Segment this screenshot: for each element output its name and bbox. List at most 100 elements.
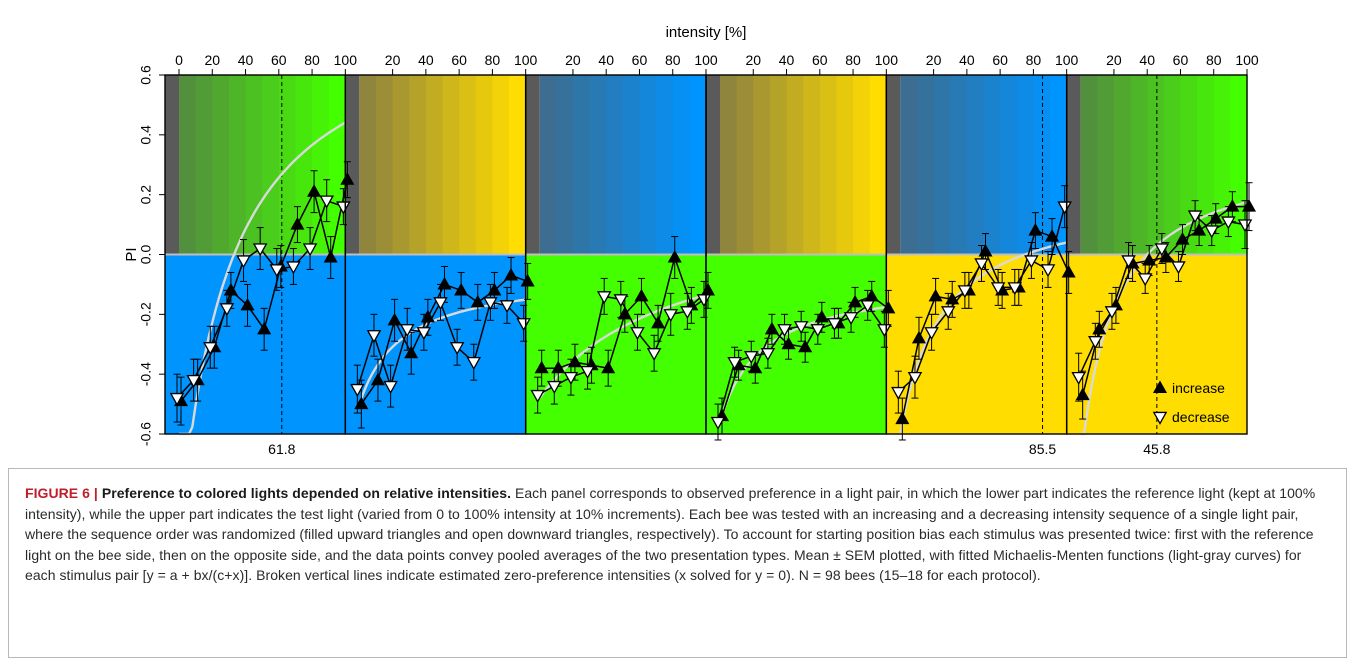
test-light-step-panel-1 — [179, 75, 197, 255]
increase-marker — [404, 345, 419, 359]
decrease-marker — [563, 371, 579, 385]
decrease-marker — [613, 294, 629, 308]
increase-marker — [437, 276, 452, 290]
decrease-marker — [1137, 273, 1153, 287]
test-light-step-panel-6 — [1163, 75, 1182, 255]
increase-marker — [1192, 223, 1207, 236]
test-light-step-panel-1 — [262, 75, 280, 255]
increase-marker — [534, 360, 549, 374]
decrease-marker — [1187, 210, 1203, 224]
increase-marker — [651, 315, 666, 329]
increase-marker — [307, 184, 322, 197]
x-tick-label: 60 — [451, 52, 467, 68]
increase-marker — [1061, 264, 1076, 278]
x-tick-label: 60 — [992, 52, 1008, 68]
increase-marker — [601, 360, 616, 374]
increase-marker — [420, 309, 435, 323]
decrease-marker — [1204, 225, 1220, 239]
decrease-marker — [810, 324, 826, 338]
decrease-marker — [580, 365, 595, 380]
decrease-marker — [1071, 371, 1086, 385]
x-tick-label: 20 — [385, 52, 401, 68]
test-light-step-panel-5 — [983, 75, 1001, 255]
x-tick-label: 80 — [1206, 52, 1222, 68]
decrease-marker — [696, 294, 712, 308]
test-light-step-panel-1 — [228, 75, 247, 255]
decrease-marker — [891, 386, 906, 400]
reference-light-area-panel-2 — [345, 254, 526, 434]
increase-marker — [781, 336, 796, 350]
x-tick-label: 80 — [665, 52, 681, 68]
test-light-step-panel-1 — [195, 75, 213, 255]
fit-curve — [538, 293, 707, 399]
test-light-step-panel-3 — [639, 75, 657, 255]
test-light-step-panel-2 — [375, 75, 394, 255]
x-tick-label: 100 — [1235, 52, 1259, 68]
decrease-marker — [646, 348, 662, 362]
chart: 61.8 85.5 45.8 0 20 40 60 80 100 20 40 60 80 100 20 40 6… — [123, 24, 1259, 457]
decrease-marker — [743, 351, 759, 365]
decrease-marker — [269, 264, 285, 278]
decrease-marker — [710, 416, 726, 430]
test-light-step-panel-3 — [539, 75, 557, 255]
increase-marker — [617, 306, 632, 320]
decrease-marker — [416, 327, 432, 341]
zero-preference-value-label: 45.8 — [1143, 441, 1170, 457]
test-light-step-panel-2 — [392, 75, 410, 255]
decrease-marker — [957, 285, 973, 299]
decrease-marker — [630, 327, 645, 341]
increase-marker — [354, 396, 369, 410]
decrease-marker — [877, 324, 892, 338]
x-tick-label: 20 — [745, 52, 761, 68]
increase-marker — [945, 291, 960, 305]
decrease-marker — [974, 258, 989, 272]
increase-marker — [1075, 387, 1090, 401]
increase-marker — [323, 249, 338, 263]
test-light-step-panel-3 — [572, 75, 591, 255]
increase-marker — [667, 249, 682, 263]
decrease-marker — [1121, 255, 1136, 269]
decrease-marker — [596, 291, 612, 305]
decrease-marker — [383, 380, 398, 394]
increase-marker — [454, 282, 469, 296]
test-light-step-panel-3 — [672, 75, 690, 255]
x-tick-label: 40 — [418, 52, 434, 68]
increase-marker — [764, 321, 779, 335]
test-light-step-panel-6 — [1097, 75, 1115, 255]
test-light-step-panel-6 — [1197, 75, 1215, 255]
zero-intensity-strip-panel-5 — [886, 75, 901, 255]
test-light-step-panel-3 — [606, 75, 624, 255]
increase-marker — [928, 288, 943, 302]
y-tick-label: 0.2 — [138, 185, 154, 205]
decrease-marker — [777, 324, 792, 338]
decrease-marker — [302, 243, 318, 257]
x-tick-label: 40 — [238, 52, 254, 68]
decrease-marker — [252, 243, 268, 257]
decrease-marker — [433, 297, 448, 311]
x-tick-label: 20 — [926, 52, 942, 68]
increase-marker — [223, 282, 238, 296]
increase-marker — [567, 354, 582, 368]
increase-marker — [895, 411, 910, 425]
figure-caption-box: FIGURE 6 | Preference to colored lights … — [8, 468, 1347, 658]
reference-light-area-panel-1 — [165, 254, 346, 434]
decrease-marker — [1007, 282, 1023, 296]
decrease-marker — [499, 300, 515, 314]
decrease-marker — [219, 303, 235, 317]
test-light-step-panel-1 — [245, 75, 263, 255]
caption-title: Preference to colored lights depended on… — [101, 485, 512, 501]
test-light-step-panel-5 — [1016, 75, 1034, 255]
decrease-marker — [366, 330, 382, 344]
test-light-step-panel-5 — [1000, 75, 1018, 255]
zero-intensity-strip-panel-2 — [345, 75, 360, 255]
test-light-step-panel-3 — [589, 75, 607, 255]
decrease-marker — [727, 357, 742, 371]
zero-intensity-strip-panel-4 — [706, 75, 720, 255]
x-tick-label: 100 — [334, 52, 358, 68]
panel-series-6 — [1071, 182, 1257, 420]
test-light-step-panel-5 — [1033, 75, 1051, 255]
decrease-marker — [940, 306, 956, 320]
test-light-step-panel-5 — [916, 75, 935, 255]
decrease-marker — [1154, 243, 1170, 257]
increase-marker — [634, 288, 649, 302]
